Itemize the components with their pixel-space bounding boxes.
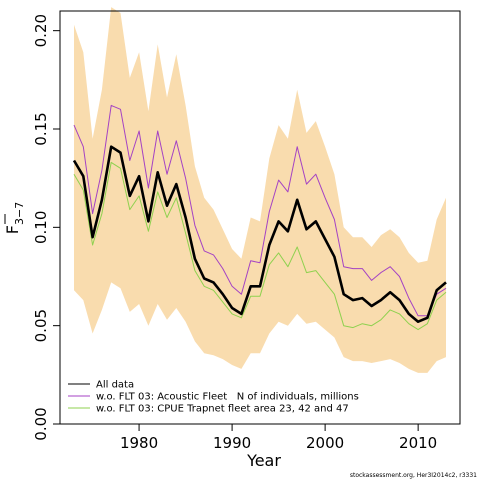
y-axis: 0.00 0.05 0.10 0.15 0.20 <box>32 14 60 441</box>
x-axis: 1980 1990 2000 2010 <box>120 424 437 452</box>
confidence-band-layer <box>74 7 446 373</box>
footer-note: stockassessment.org, Her3I2014c2, r3331 <box>350 472 477 479</box>
svg-text:F3−7: F3−7 <box>3 202 26 234</box>
legend-label-0: All data <box>96 380 134 391</box>
y-axis-label-sub: 3−7 <box>13 202 26 225</box>
legend-label-1: w.o. FLT 03: Acoustic Fleet N of individ… <box>96 392 359 403</box>
plot-frame <box>59 10 461 425</box>
series-line-0 <box>72 145 447 324</box>
legend-label-2: w.o. FLT 03: CPUE Trapnet fleet area 23,… <box>96 404 349 415</box>
x-axis-label: Year <box>246 451 281 470</box>
series-line-1 <box>73 104 447 317</box>
y-tick-label-0: 0.00 <box>32 407 50 440</box>
confidence-band <box>74 7 446 373</box>
x-tick-label-1990: 1990 <box>213 434 251 452</box>
y-tick-label-1: 0.05 <box>32 309 50 342</box>
x-tick-label-2010: 2010 <box>399 434 437 452</box>
y-axis-label: F3−7 <box>3 202 26 234</box>
series-layer <box>72 104 447 331</box>
x-tick-label-2000: 2000 <box>306 434 344 452</box>
x-tick-label-1980: 1980 <box>120 434 158 452</box>
y-tick-label-3: 0.15 <box>32 112 50 145</box>
y-tick-label-4: 0.20 <box>32 14 50 47</box>
y-tick-label-2: 0.10 <box>32 211 50 244</box>
y-axis-label-main: F <box>3 225 22 234</box>
series-line-2 <box>73 161 447 331</box>
